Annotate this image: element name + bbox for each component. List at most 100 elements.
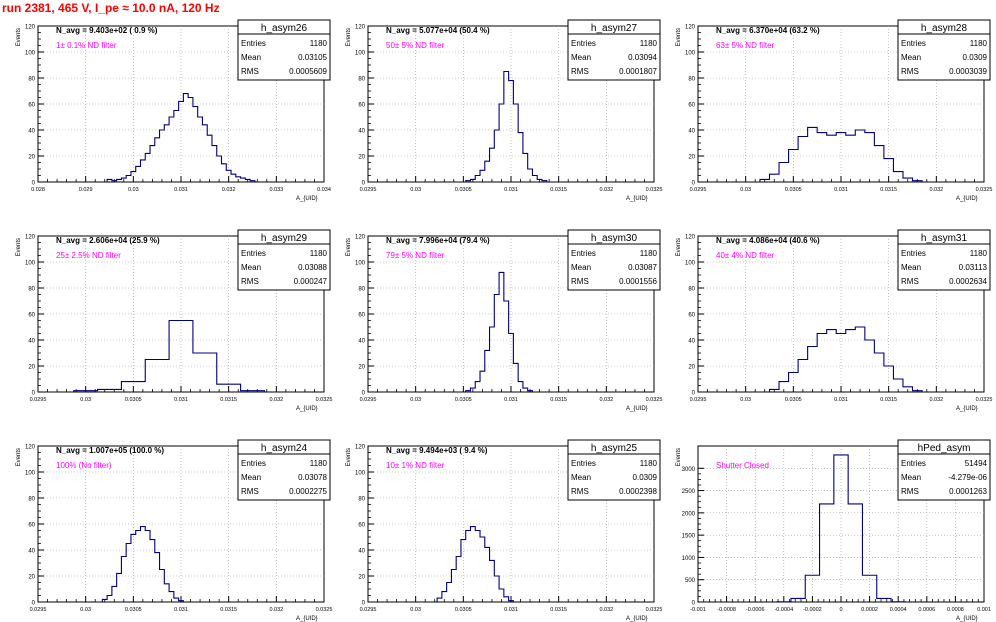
- stat-label: Entries: [241, 459, 266, 468]
- x-tick-label: 0.0325: [646, 187, 663, 193]
- x-tick-label: 0.03: [410, 397, 421, 403]
- y-tick-label: 120: [355, 25, 366, 31]
- histogram-series-line: [759, 126, 923, 182]
- histogram-name: h_asym31: [921, 233, 968, 244]
- x-tick-label: 0.031: [174, 397, 188, 403]
- stats-box: [567, 229, 661, 291]
- filter-label: 100% (No filter): [56, 461, 112, 470]
- stat-label: RMS: [571, 67, 589, 76]
- y-tick-label: 60: [28, 313, 35, 319]
- y-tick-label: 1500: [682, 534, 696, 540]
- x-tick-label: 0.03: [128, 187, 139, 193]
- histogram-panel-h_asym25: 0 20 40 60 80 100 120 0.0295 0.03 0.0305 0.031 0.03…: [346, 439, 662, 622]
- x-axis-label: A_{UID}: [956, 196, 978, 202]
- histogram-series-line: [465, 70, 548, 182]
- y-tick-label: 0: [362, 181, 366, 187]
- stats-box: [237, 19, 331, 81]
- x-axis-label: A_{UID}: [956, 406, 978, 412]
- y-tick-label: 0: [692, 181, 696, 187]
- y-tick-label: 0: [692, 601, 696, 607]
- x-tick-label: 0.0325: [646, 397, 663, 403]
- stat-value: 0.0001263: [949, 487, 987, 496]
- stat-value: 0.0005609: [289, 67, 327, 76]
- x-tick-label: 0: [839, 607, 842, 613]
- stat-value: 1180: [310, 39, 328, 48]
- x-tick-label: 0.0305: [785, 397, 802, 403]
- histogram-series-line: [101, 526, 184, 602]
- filter-label: 79± 5% ND filter: [386, 251, 445, 260]
- y-tick-label: 3000: [682, 467, 696, 473]
- y-tick-label: 20: [688, 365, 695, 371]
- y-tick-label: 80: [358, 287, 365, 293]
- y-tick-label: 0: [32, 181, 36, 187]
- stats-box: [567, 439, 661, 501]
- stat-label: RMS: [241, 67, 259, 76]
- y-axis-label: Events: [16, 238, 22, 256]
- y-tick-label: 0: [692, 391, 696, 397]
- y-tick-label: 120: [25, 235, 36, 241]
- stat-value: 1180: [640, 39, 658, 48]
- stat-label: Mean: [241, 263, 261, 272]
- filter-label: Shutter Closed: [716, 461, 769, 470]
- x-tick-label: 0.028: [31, 187, 45, 193]
- stat-label: Mean: [571, 263, 591, 272]
- x-tick-label: -0.0004: [774, 607, 793, 613]
- y-tick-label: 120: [355, 235, 366, 241]
- stat-label: Entries: [571, 459, 596, 468]
- x-tick-label: 0.03: [80, 607, 91, 613]
- x-tick-label: 0.0305: [455, 397, 472, 403]
- stat-label: RMS: [901, 487, 919, 496]
- x-tick-label: 0.029: [79, 187, 93, 193]
- stat-value: 51494: [965, 459, 988, 468]
- filter-label: 1± 0.1% ND filter: [56, 41, 117, 50]
- navg-label: N_avg = 1.007e+05 (100.0 %): [56, 446, 164, 455]
- y-tick-label: 1000: [682, 556, 696, 562]
- stat-value: 0.03113: [959, 263, 988, 272]
- x-axis-label: A_{UID}: [296, 406, 318, 412]
- x-tick-label: 0.034: [317, 187, 331, 193]
- y-tick-label: 100: [685, 51, 696, 57]
- histogram-name: h_asym26: [261, 23, 308, 34]
- x-tick-label: 0.032: [599, 607, 613, 613]
- x-tick-label: 0.032: [599, 187, 613, 193]
- stat-value: 1180: [310, 249, 328, 258]
- stat-value: 1180: [310, 459, 328, 468]
- y-tick-label: 500: [685, 578, 696, 584]
- stat-value: 1180: [970, 39, 988, 48]
- stat-label: Mean: [241, 473, 261, 482]
- histogram-name: hPed_asym: [918, 443, 971, 454]
- stat-value: 0.03078: [298, 473, 327, 482]
- y-tick-label: 100: [355, 261, 366, 267]
- y-axis-label: Events: [676, 28, 682, 46]
- x-tick-label: 0.0325: [316, 397, 333, 403]
- x-tick-label: 0.032: [929, 397, 943, 403]
- filter-label: 63± 5% ND filter: [716, 41, 775, 50]
- navg-label: N_avg = 5.077e+04 (50.4 %): [386, 26, 490, 35]
- y-tick-label: 120: [25, 25, 36, 31]
- y-axis-label: Events: [346, 448, 352, 466]
- x-tick-label: 0.0325: [976, 187, 993, 193]
- histogram-name: h_asym28: [921, 23, 968, 34]
- stat-label: RMS: [241, 487, 259, 496]
- stat-label: Mean: [571, 473, 591, 482]
- y-axis-label: Events: [676, 238, 682, 256]
- y-tick-label: 40: [358, 339, 365, 345]
- y-tick-label: 100: [685, 261, 696, 267]
- stat-label: Mean: [571, 53, 591, 62]
- stat-label: Mean: [241, 53, 261, 62]
- navg-label: N_avg = 9.494e+03 ( 9.4 %): [386, 446, 488, 455]
- x-tick-label: 0.031: [834, 397, 848, 403]
- stat-value: 0.0001556: [619, 277, 657, 286]
- y-tick-label: 120: [685, 25, 696, 31]
- x-tick-label: 0.0295: [690, 397, 707, 403]
- stat-value: 0.0309: [633, 473, 658, 482]
- stat-value: 0.03105: [298, 53, 327, 62]
- y-tick-label: 60: [688, 103, 695, 109]
- y-tick-label: 60: [28, 523, 35, 529]
- x-tick-label: 0.03: [740, 187, 751, 193]
- y-tick-label: 40: [28, 129, 35, 135]
- x-tick-label: 0.0295: [30, 397, 47, 403]
- x-tick-label: 0.0295: [360, 397, 377, 403]
- x-tick-label: 0.0325: [316, 607, 333, 613]
